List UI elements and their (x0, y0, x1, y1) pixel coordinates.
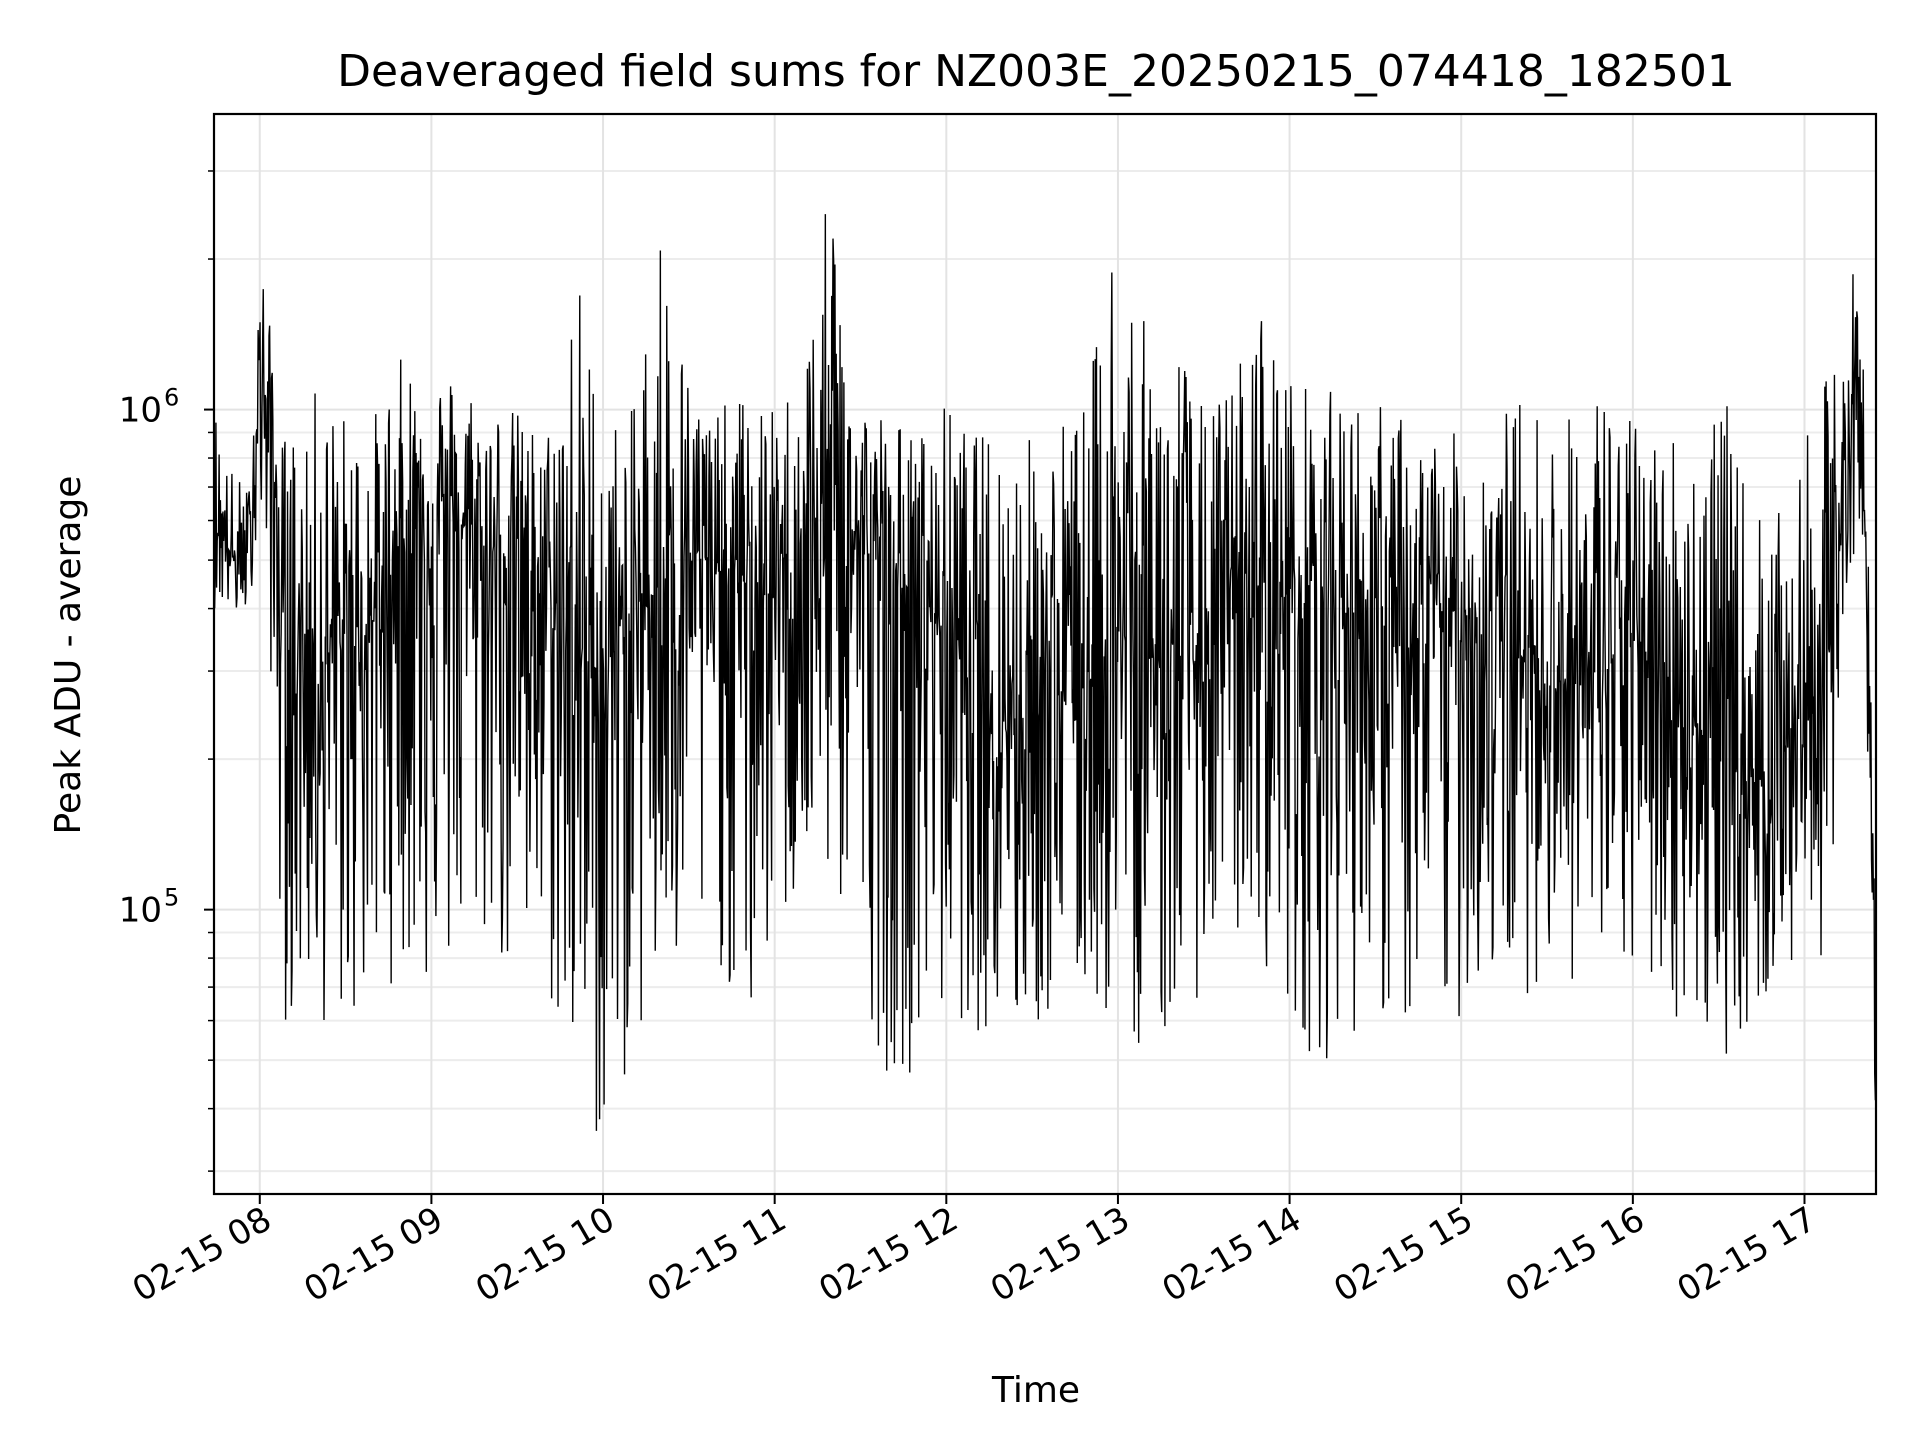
y-tick-exponent: 5 (164, 884, 179, 912)
series-layer (213, 214, 1877, 1131)
y-tick-exponent: 6 (164, 384, 179, 412)
x-axis-label: Time (991, 1370, 1080, 1411)
y-tick-label: 10 (119, 391, 162, 431)
y-axis-label: Peak ADU - average (48, 476, 89, 835)
series-line (213, 214, 1877, 1131)
chart-title: Deaveraged field sums for NZ003E_2025021… (337, 46, 1735, 97)
y-tick-label: 10 (119, 891, 162, 931)
plot-frame (212, 112, 1878, 1196)
